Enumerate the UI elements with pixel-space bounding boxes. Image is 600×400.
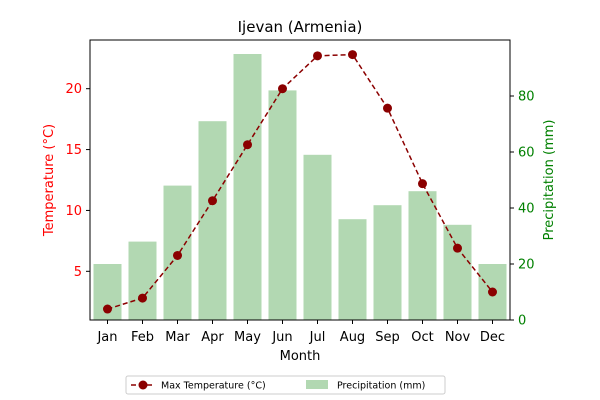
temperature-point [453, 243, 462, 253]
temperature-point [383, 103, 392, 113]
x-tick-label: Nov [445, 330, 471, 345]
right-tick-label: 0 [518, 314, 526, 329]
precipitation-bar [233, 54, 262, 320]
x-tick-label: Feb [131, 330, 154, 345]
precipitation-bar [198, 121, 227, 320]
temperature-point [348, 50, 357, 60]
x-tick-label: Mar [165, 330, 190, 345]
x-tick-label: Apr [201, 330, 224, 345]
right-tick-label: 80 [518, 90, 535, 105]
temperature-point [488, 287, 497, 297]
temperature-line [107, 53, 494, 310]
precipitation-bars [93, 54, 507, 321]
x-axis-ticks: Jan Feb Mar Apr May Jun Jul Aug Sep Oct Nov Dec [96, 320, 505, 345]
right-tick-label: 60 [518, 146, 535, 161]
legend-box [125, 375, 446, 395]
temperature-point [313, 51, 322, 61]
left-axis-ticks: 5 10 15 20 [65, 82, 90, 280]
precipitation-bar [268, 90, 297, 321]
x-tick-label: Jun [271, 330, 292, 345]
precipitation-bar [373, 205, 402, 320]
left-tick-label: 15 [65, 143, 82, 158]
plot-frame [89, 39, 511, 321]
x-tick-label: Dec [480, 330, 505, 345]
right-axis-ticks: 0 20 40 60 80 [510, 90, 535, 329]
left-tick-label: 5 [74, 265, 82, 280]
precipitation-bar [408, 191, 437, 320]
x-tick-label: May [234, 330, 261, 345]
temperature-point [243, 140, 252, 150]
precipitation-bar [128, 241, 157, 320]
temperature-point [418, 179, 427, 189]
chart-title: Ijevan (Armenia) [238, 18, 363, 36]
x-tick-label: Oct [411, 330, 433, 345]
precipitation-bar [303, 154, 332, 320]
temperature-point [173, 250, 182, 260]
legend-bar-swatch [306, 380, 328, 389]
temperature-line-layer [103, 50, 497, 314]
right-axis-label: Precipitation (mm) [542, 120, 557, 241]
left-tick-label: 10 [65, 204, 82, 219]
legend-label-temperature: Max Temperature (°C) [161, 381, 266, 392]
right-tick-label: 40 [518, 202, 535, 217]
x-tick-label: Sep [375, 330, 400, 345]
x-tick-label: Jul [309, 330, 326, 345]
temperature-point [103, 304, 112, 314]
temperature-point [278, 84, 287, 94]
temperature-point [208, 196, 217, 206]
precipitation-bar [338, 219, 367, 320]
left-tick-label: 20 [65, 82, 82, 97]
right-tick-label: 20 [518, 258, 535, 273]
x-axis-label: Month [280, 349, 321, 364]
temperature-point [138, 293, 147, 303]
left-axis-label: Temperature (°C) [42, 124, 57, 237]
x-tick-label: Aug [340, 330, 365, 345]
legend-label-precipitation: Precipitation (mm) [337, 381, 425, 392]
legend: Max Temperature (°C) Precipitation (mm) [125, 375, 446, 395]
x-tick-label: Jan [96, 330, 117, 345]
precipitation-bar [443, 224, 472, 320]
legend-dot-marker [138, 380, 148, 390]
